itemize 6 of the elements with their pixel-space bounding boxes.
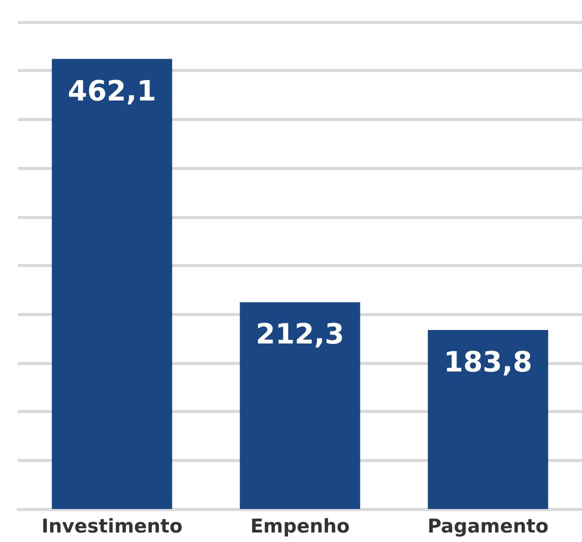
x-tick-label: Pagamento: [427, 516, 549, 538]
x-tick-label: Empenho: [250, 516, 350, 538]
data-label: 183,8: [444, 345, 532, 378]
data-label: 212,3: [256, 318, 344, 351]
data-label: 462,1: [68, 74, 156, 108]
x-tick-label: Investimento: [41, 516, 183, 538]
